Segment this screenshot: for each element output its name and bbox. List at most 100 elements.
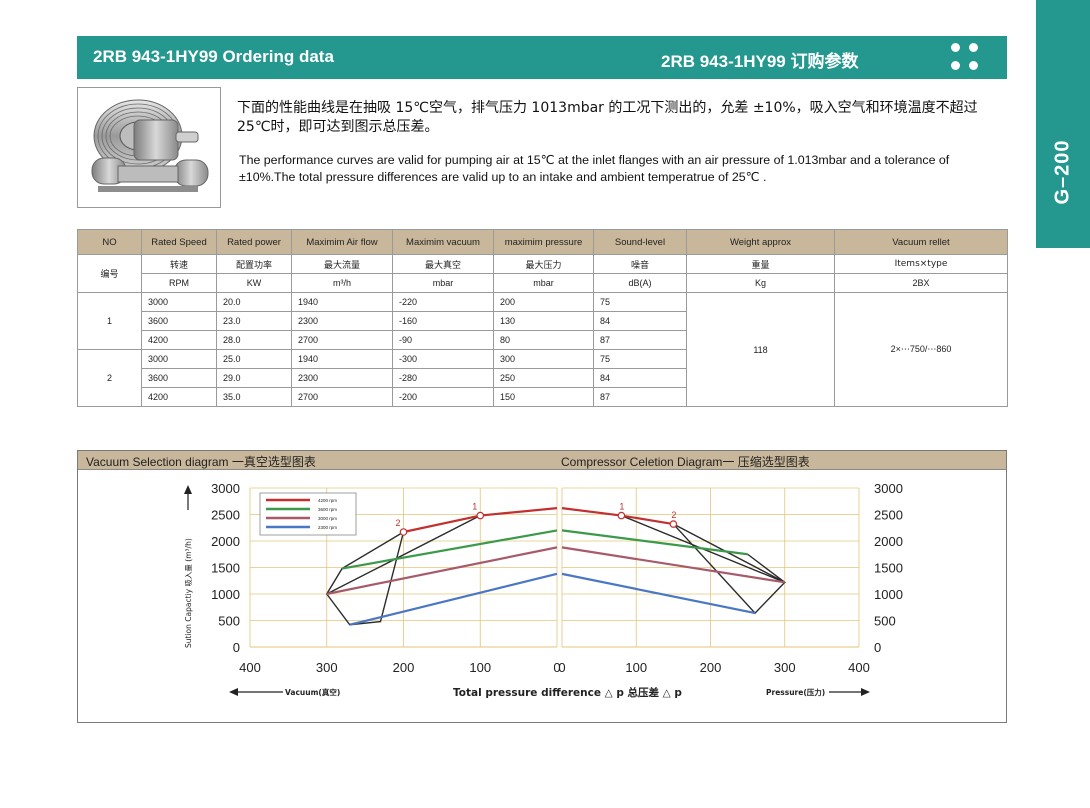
ordering-data-table: NO Rated Speed Rated power Maximim Air f… bbox=[77, 229, 1008, 407]
x-axis-left-label: Vacuum(真空) bbox=[285, 687, 340, 697]
x-tick-label: 400 bbox=[239, 660, 261, 675]
table-cell: 4200 bbox=[141, 387, 217, 407]
selection-diagram-panel bbox=[77, 450, 1007, 723]
y-arrow-head-icon bbox=[184, 485, 192, 494]
table-unit-cell: mbar bbox=[493, 273, 594, 293]
y-tick-label: 0 bbox=[874, 640, 881, 655]
header-title-cn: 2RB 943-1HY99 订购参数 bbox=[661, 52, 859, 71]
legend-label: 3600 rpm bbox=[318, 507, 337, 512]
x-tick-label: 200 bbox=[393, 660, 415, 675]
table-header-cell: Rated power bbox=[216, 229, 292, 255]
vacuum-series-line bbox=[341, 529, 558, 570]
vacuum-diagram-title: Vacuum Selection diagram 一真空选型图表 bbox=[86, 455, 316, 469]
x-tick-label: 100 bbox=[625, 660, 647, 675]
x-tick-label: 100 bbox=[469, 660, 491, 675]
table-unit-cell: m³/h bbox=[291, 273, 393, 293]
table-unit-cell: RPM bbox=[141, 273, 217, 293]
table-cell: -220 bbox=[392, 292, 494, 312]
x-axis-right-label: Pressure(压力) bbox=[766, 687, 825, 697]
legend-label: 3000 rpm bbox=[318, 516, 337, 521]
operating-point-label: 1 bbox=[472, 502, 477, 512]
table-cell: 250 bbox=[493, 368, 594, 388]
chart-legend: 4200 rpm 3600 rpm 3000 rpm 2300 rpm bbox=[259, 492, 357, 536]
table-cell: -200 bbox=[392, 387, 494, 407]
vacuum-envelope-line bbox=[325, 531, 405, 626]
table-cell: 3000 bbox=[141, 292, 217, 312]
table-header-cell: 转速 bbox=[141, 254, 217, 274]
operating-point-marker bbox=[399, 528, 408, 536]
table-cell: 3600 bbox=[141, 311, 217, 331]
table-cell-weight: 118 bbox=[686, 292, 835, 407]
description-english: The performance curves are valid for pum… bbox=[239, 153, 950, 184]
side-channel-blower-image bbox=[77, 87, 221, 208]
operating-point-label: 1 bbox=[619, 502, 624, 512]
table-cell: 300 bbox=[493, 349, 594, 369]
table-header-cn-row: 编号 转速 配置功率 最大流量 最大真空 最大压力 噪音 重量 Items×ty… bbox=[77, 254, 1008, 293]
y-tick-label: 1000 bbox=[874, 587, 903, 602]
table-cell: 84 bbox=[593, 311, 687, 331]
x-tick-label: 0 bbox=[558, 660, 565, 675]
table-cell: -280 bbox=[392, 368, 494, 388]
table-cell: 28.0 bbox=[216, 330, 292, 350]
y-tick-label: 1500 bbox=[211, 561, 240, 576]
table-row: 4200 28.0 2700 -90 80 87 bbox=[78, 330, 1008, 350]
table-cell: 20.0 bbox=[216, 292, 292, 312]
compressor-diagram-title: Compressor Celetion Diagram一 压缩选型图表 bbox=[561, 455, 810, 469]
table-cell: 200 bbox=[493, 292, 594, 312]
table-cell-no: 2 bbox=[77, 349, 142, 407]
left-arrow-head-icon bbox=[229, 688, 238, 696]
legend-label: 2300 rpm bbox=[318, 525, 337, 530]
right-arrow-head-icon bbox=[861, 688, 870, 696]
y-tick-label: 2000 bbox=[211, 534, 240, 549]
y-tick-label: 3000 bbox=[211, 481, 240, 496]
x-tick-label: 200 bbox=[700, 660, 722, 675]
table-row: 3600 23.0 2300 -160 130 84 bbox=[78, 311, 1008, 331]
table-row: 1 3000 20.0 1940 -220 200 75 118 2×⋯750/… bbox=[77, 292, 1008, 407]
operating-point-marker bbox=[669, 520, 678, 528]
y-tick-label: 1500 bbox=[874, 561, 903, 576]
chart-envelope bbox=[325, 514, 786, 626]
table-header-cell: 最大真空 bbox=[392, 254, 494, 274]
vacuum-envelope-line bbox=[326, 514, 481, 595]
table-header-cell: Vacuum rellet bbox=[834, 229, 1008, 255]
operating-point-label: 2 bbox=[671, 510, 676, 520]
table-cell: 35.0 bbox=[216, 387, 292, 407]
table-units-row: RPM KW m³/h mbar mbar dB(A) Kg 2BX bbox=[78, 273, 1008, 293]
table-cell: 3600 bbox=[141, 368, 217, 388]
table-cell: 2300 bbox=[291, 311, 393, 331]
pressure-series-line bbox=[561, 572, 756, 615]
table-cell: 3000 bbox=[141, 349, 217, 369]
table-cell: -160 bbox=[392, 311, 494, 331]
y-tick-label: 500 bbox=[218, 614, 240, 629]
table-unit-cell: 2BX bbox=[834, 273, 1008, 293]
x-tick-label: 300 bbox=[316, 660, 338, 675]
diagram-title-bar: Vacuum Selection diagram 一真空选型图表 Compres… bbox=[78, 451, 1006, 470]
table-unit-cell: mbar bbox=[392, 273, 494, 293]
table-header-cell: Weight approx bbox=[686, 229, 835, 255]
table-header-cell: 噪音 bbox=[593, 254, 687, 274]
y-tick-label: 1000 bbox=[211, 587, 240, 602]
y-tick-label: 2500 bbox=[874, 508, 903, 523]
x-tick-label: 300 bbox=[774, 660, 796, 675]
table-header-cell: 最大流量 bbox=[291, 254, 393, 274]
chart-markers: 1 2 1 2 bbox=[396, 502, 678, 536]
table-unit-cell: Kg bbox=[686, 273, 835, 293]
table-header-cell: Maximim vacuum bbox=[392, 229, 494, 255]
table-header-row: NO Rated Speed Rated power Maximim Air f… bbox=[77, 229, 1008, 255]
vacuum-series-line bbox=[349, 572, 558, 626]
table-header-cell: 编号 bbox=[77, 254, 142, 293]
y-tick-label: 2000 bbox=[874, 534, 903, 549]
table-cell: 87 bbox=[593, 330, 687, 350]
table-cell: 87 bbox=[593, 387, 687, 407]
pressure-series-line bbox=[561, 546, 785, 584]
table-row: 4200 35.0 2700 -200 150 87 bbox=[78, 387, 1008, 407]
table-cell: 75 bbox=[593, 349, 687, 369]
table-header-cell: 重量 bbox=[686, 254, 835, 274]
table-cell: 130 bbox=[493, 311, 594, 331]
table-cell-relief: 2×⋯750/⋯860 bbox=[834, 292, 1008, 407]
legend-label: 4200 rpm bbox=[318, 498, 337, 503]
table-row: 2 3000 25.0 1940 -300 300 75 bbox=[77, 349, 1008, 407]
operating-point-label: 2 bbox=[396, 518, 401, 528]
table-cell-no: 1 bbox=[77, 292, 142, 350]
